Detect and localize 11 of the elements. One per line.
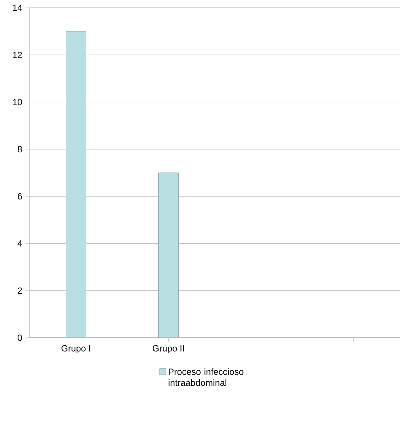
y-tick-label: 10 [13, 99, 22, 106]
y-tick-label: 14 [13, 4, 22, 12]
y-tick-label: 6 [18, 193, 22, 200]
y-tick-label: 2 [18, 288, 22, 294]
legend-label: Proceso infeccioso intraabdominal [168, 368, 244, 386]
y-tick-label: 4 [18, 240, 22, 247]
y-tick-label: 0 [18, 334, 22, 342]
x-tick-label: Grupo II [153, 345, 184, 354]
x-tick-label: Grupo I [62, 345, 90, 354]
y-tick-label: 12 [13, 52, 22, 58]
y-tick-label: 8 [18, 146, 22, 153]
